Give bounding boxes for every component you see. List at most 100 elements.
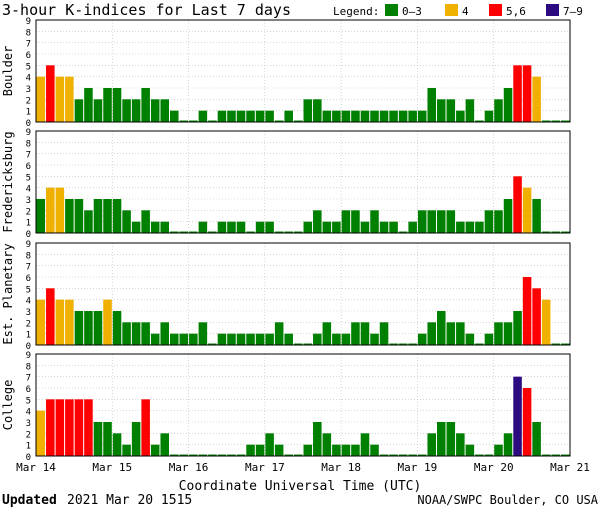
bar [427, 433, 436, 456]
bar [379, 221, 389, 233]
bar [246, 231, 255, 233]
legend-label: 7–9 [563, 5, 583, 18]
y-tick-label: 9 [26, 351, 31, 361]
bar [293, 120, 303, 122]
bar [332, 333, 341, 345]
bar [46, 399, 55, 456]
bar [150, 221, 160, 233]
y-tick-label: 9 [26, 17, 31, 27]
y-tick-label: 8 [26, 28, 31, 38]
bar [417, 333, 427, 345]
bar [112, 433, 122, 456]
bar [560, 120, 570, 122]
footer-updated-label: Updated [2, 493, 57, 508]
y-tick-label: 0 [26, 119, 31, 129]
bar [494, 444, 503, 456]
bar [494, 210, 503, 233]
bar [541, 231, 551, 233]
bar [198, 221, 208, 233]
bar [446, 322, 456, 345]
y-tick-label: 2 [26, 319, 31, 329]
bar [370, 333, 379, 345]
bar [560, 454, 570, 456]
y-tick-label: 3 [26, 85, 31, 95]
bar [484, 110, 494, 122]
station-label: College [1, 380, 15, 431]
bar [437, 422, 446, 456]
bar [484, 454, 494, 456]
bar [112, 311, 122, 345]
bar [208, 231, 217, 233]
bar [131, 422, 141, 456]
bar [465, 221, 475, 233]
y-tick-label: 3 [26, 419, 31, 429]
bar [255, 221, 265, 233]
bar [313, 333, 322, 345]
bar [198, 110, 208, 122]
bar [274, 444, 284, 456]
bar [36, 199, 46, 233]
bar [551, 120, 560, 122]
bar [65, 399, 74, 456]
bar [293, 231, 303, 233]
bar [150, 333, 160, 345]
bar [227, 454, 236, 456]
bar [503, 433, 513, 456]
station-label: Fredericksburg [1, 131, 15, 232]
bar [465, 444, 475, 456]
footer-credit: NOAA/SWPC Boulder, CO USA [417, 493, 598, 507]
bar [46, 65, 55, 122]
bar [427, 210, 436, 233]
y-tick-label: 9 [26, 128, 31, 138]
bar [84, 210, 93, 233]
bar [437, 311, 446, 345]
bar [389, 221, 398, 233]
bar [36, 410, 46, 456]
bar [427, 88, 436, 122]
bar [131, 99, 141, 122]
bar [417, 110, 427, 122]
bar [351, 210, 360, 233]
bar [141, 210, 150, 233]
bar [437, 99, 446, 122]
bar [322, 322, 332, 345]
panel-frame [35, 353, 571, 457]
bar [351, 322, 360, 345]
bar [341, 210, 351, 233]
panel-frame [35, 19, 571, 123]
bar [370, 110, 379, 122]
bar [246, 333, 255, 345]
bar [265, 110, 274, 122]
bar [503, 88, 513, 122]
bar [122, 99, 131, 122]
legend-label: 0–3 [402, 5, 422, 18]
bar [131, 221, 141, 233]
bar [274, 231, 284, 233]
bar [303, 99, 313, 122]
bar [74, 311, 84, 345]
bar [198, 454, 208, 456]
panel: 01 234 567 89 Fredericksburg [1, 128, 571, 240]
chart-title: 3-hour K-indices for Last 7 days [2, 1, 291, 19]
bar [65, 199, 74, 233]
bar [398, 231, 408, 233]
x-tick-label: Mar 21 [550, 461, 590, 474]
bar [551, 231, 560, 233]
bar [494, 99, 503, 122]
bar [274, 120, 284, 122]
bar [36, 76, 46, 122]
bar [122, 322, 131, 345]
y-tick-label: 6 [26, 162, 31, 172]
bar [437, 210, 446, 233]
x-tick-label: Mar 19 [398, 461, 438, 474]
bar [141, 88, 150, 122]
bar [179, 120, 189, 122]
bar [341, 110, 351, 122]
bar [74, 199, 84, 233]
bar [122, 210, 131, 233]
y-tick-label: 8 [26, 362, 31, 372]
bar [303, 444, 313, 456]
footer-updated-value: 2021 Mar 20 1515 [67, 493, 192, 508]
panels: 0123456789Boulder0123456789Fredericksbur… [1, 17, 571, 463]
